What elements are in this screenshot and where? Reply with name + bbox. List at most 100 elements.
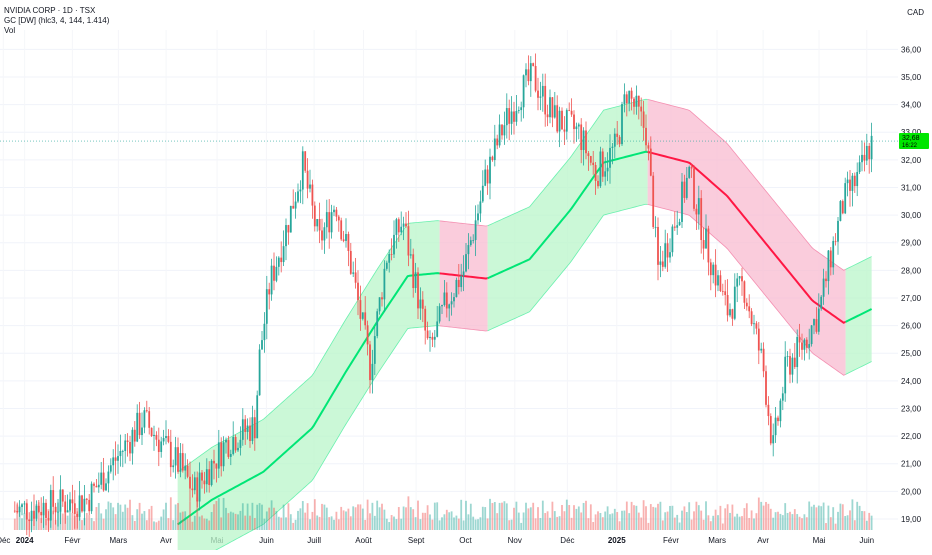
volume-bar [405,507,407,530]
candle-body [45,502,47,518]
candle-body [277,257,280,267]
volume-bar [661,520,664,530]
volume-bar [534,518,537,530]
candle-body [109,465,112,472]
candle-body [469,240,472,246]
candle-body [424,308,427,331]
candle-body [448,304,451,309]
volume-bar [525,502,527,530]
volume-label[interactable]: Vol [4,26,16,35]
volume-bar [657,503,659,530]
volume-bar [762,505,765,530]
candle-body [421,299,424,309]
candle-body [97,484,100,488]
candle-body [798,336,801,343]
volume-bar [376,500,379,530]
volume-bar [589,504,592,530]
candle-body [851,175,854,191]
candle-body [587,153,590,157]
volume-bar [541,500,544,530]
candle-body [467,245,470,255]
volume-bar [229,511,232,530]
volume-bar [671,505,674,530]
volume-bar [136,509,139,530]
candle-body [311,184,314,206]
channel-band [647,99,846,376]
candle-body [25,503,28,520]
candle-body [592,162,595,166]
volume-bar [441,517,443,530]
volume-bar [450,511,453,530]
candle-body [565,110,568,132]
candle-body [357,282,359,301]
volume-bar [28,519,31,530]
volume-bar [477,519,479,530]
candle-body [124,440,127,452]
volume-bar [328,517,331,530]
candle-body [59,489,62,512]
volume-bar [220,517,223,530]
candle-body [721,290,724,292]
symbol-title[interactable]: NVIDIA CORP · 1D · TSX [4,6,96,15]
candle-body [282,246,285,263]
candle-body [479,201,482,214]
channel-upper [439,220,488,227]
volume-bar [757,497,760,530]
volume-bar [707,515,710,530]
channel-lower [439,325,488,332]
candle-body [126,440,129,442]
candle-body [589,156,592,163]
candle-body [858,162,861,173]
volume-bar [33,517,35,530]
volume-bar [285,517,287,530]
currency-label[interactable]: CAD [907,8,924,17]
volume-bar [263,518,266,530]
volume-bar [465,500,467,530]
candle-body [313,205,316,227]
candle-body [436,321,439,337]
candle-body [702,240,705,249]
volume-bar [35,504,38,530]
candle-body [28,519,31,522]
candle-body [340,220,343,240]
volume-bar [820,506,823,530]
candle-body [369,344,371,381]
volume-bar [239,510,242,530]
x-tick-label: 2024 [16,536,34,545]
candle-body [239,439,242,448]
candle-body [287,225,290,233]
volume-bar [385,518,388,530]
candle-body [18,506,21,513]
volume-bar [114,514,117,530]
price-badge [899,133,929,150]
volume-bar [59,505,62,530]
candle-body [316,219,319,227]
volume-bar [496,513,499,530]
volume-bar [839,503,842,530]
volume-bar [431,519,434,530]
candle-body [491,156,494,161]
candle-body [189,476,191,489]
volume-bar [42,506,45,530]
candle-body [609,147,611,168]
volume-bar [709,521,712,530]
volume-bar [205,518,208,530]
candle-body [162,438,165,442]
volume-bar [573,505,575,530]
volume-bar [827,505,830,530]
price-badge-countdown: 16:22 [902,143,918,149]
candle-body [753,323,755,325]
candle-body [153,434,155,437]
volume-bar [102,518,105,530]
volume-bar [664,512,667,530]
candle-body [57,511,59,513]
volume-bar [201,515,203,530]
volume-bar [491,503,494,530]
indicator-label[interactable]: GC [DW] (hlc3, 4, 144, 1.414) [4,16,110,25]
candle-body [273,265,275,281]
candle-body [513,111,515,122]
volume-bar [654,507,657,530]
x-tick-label: Août [355,536,372,545]
